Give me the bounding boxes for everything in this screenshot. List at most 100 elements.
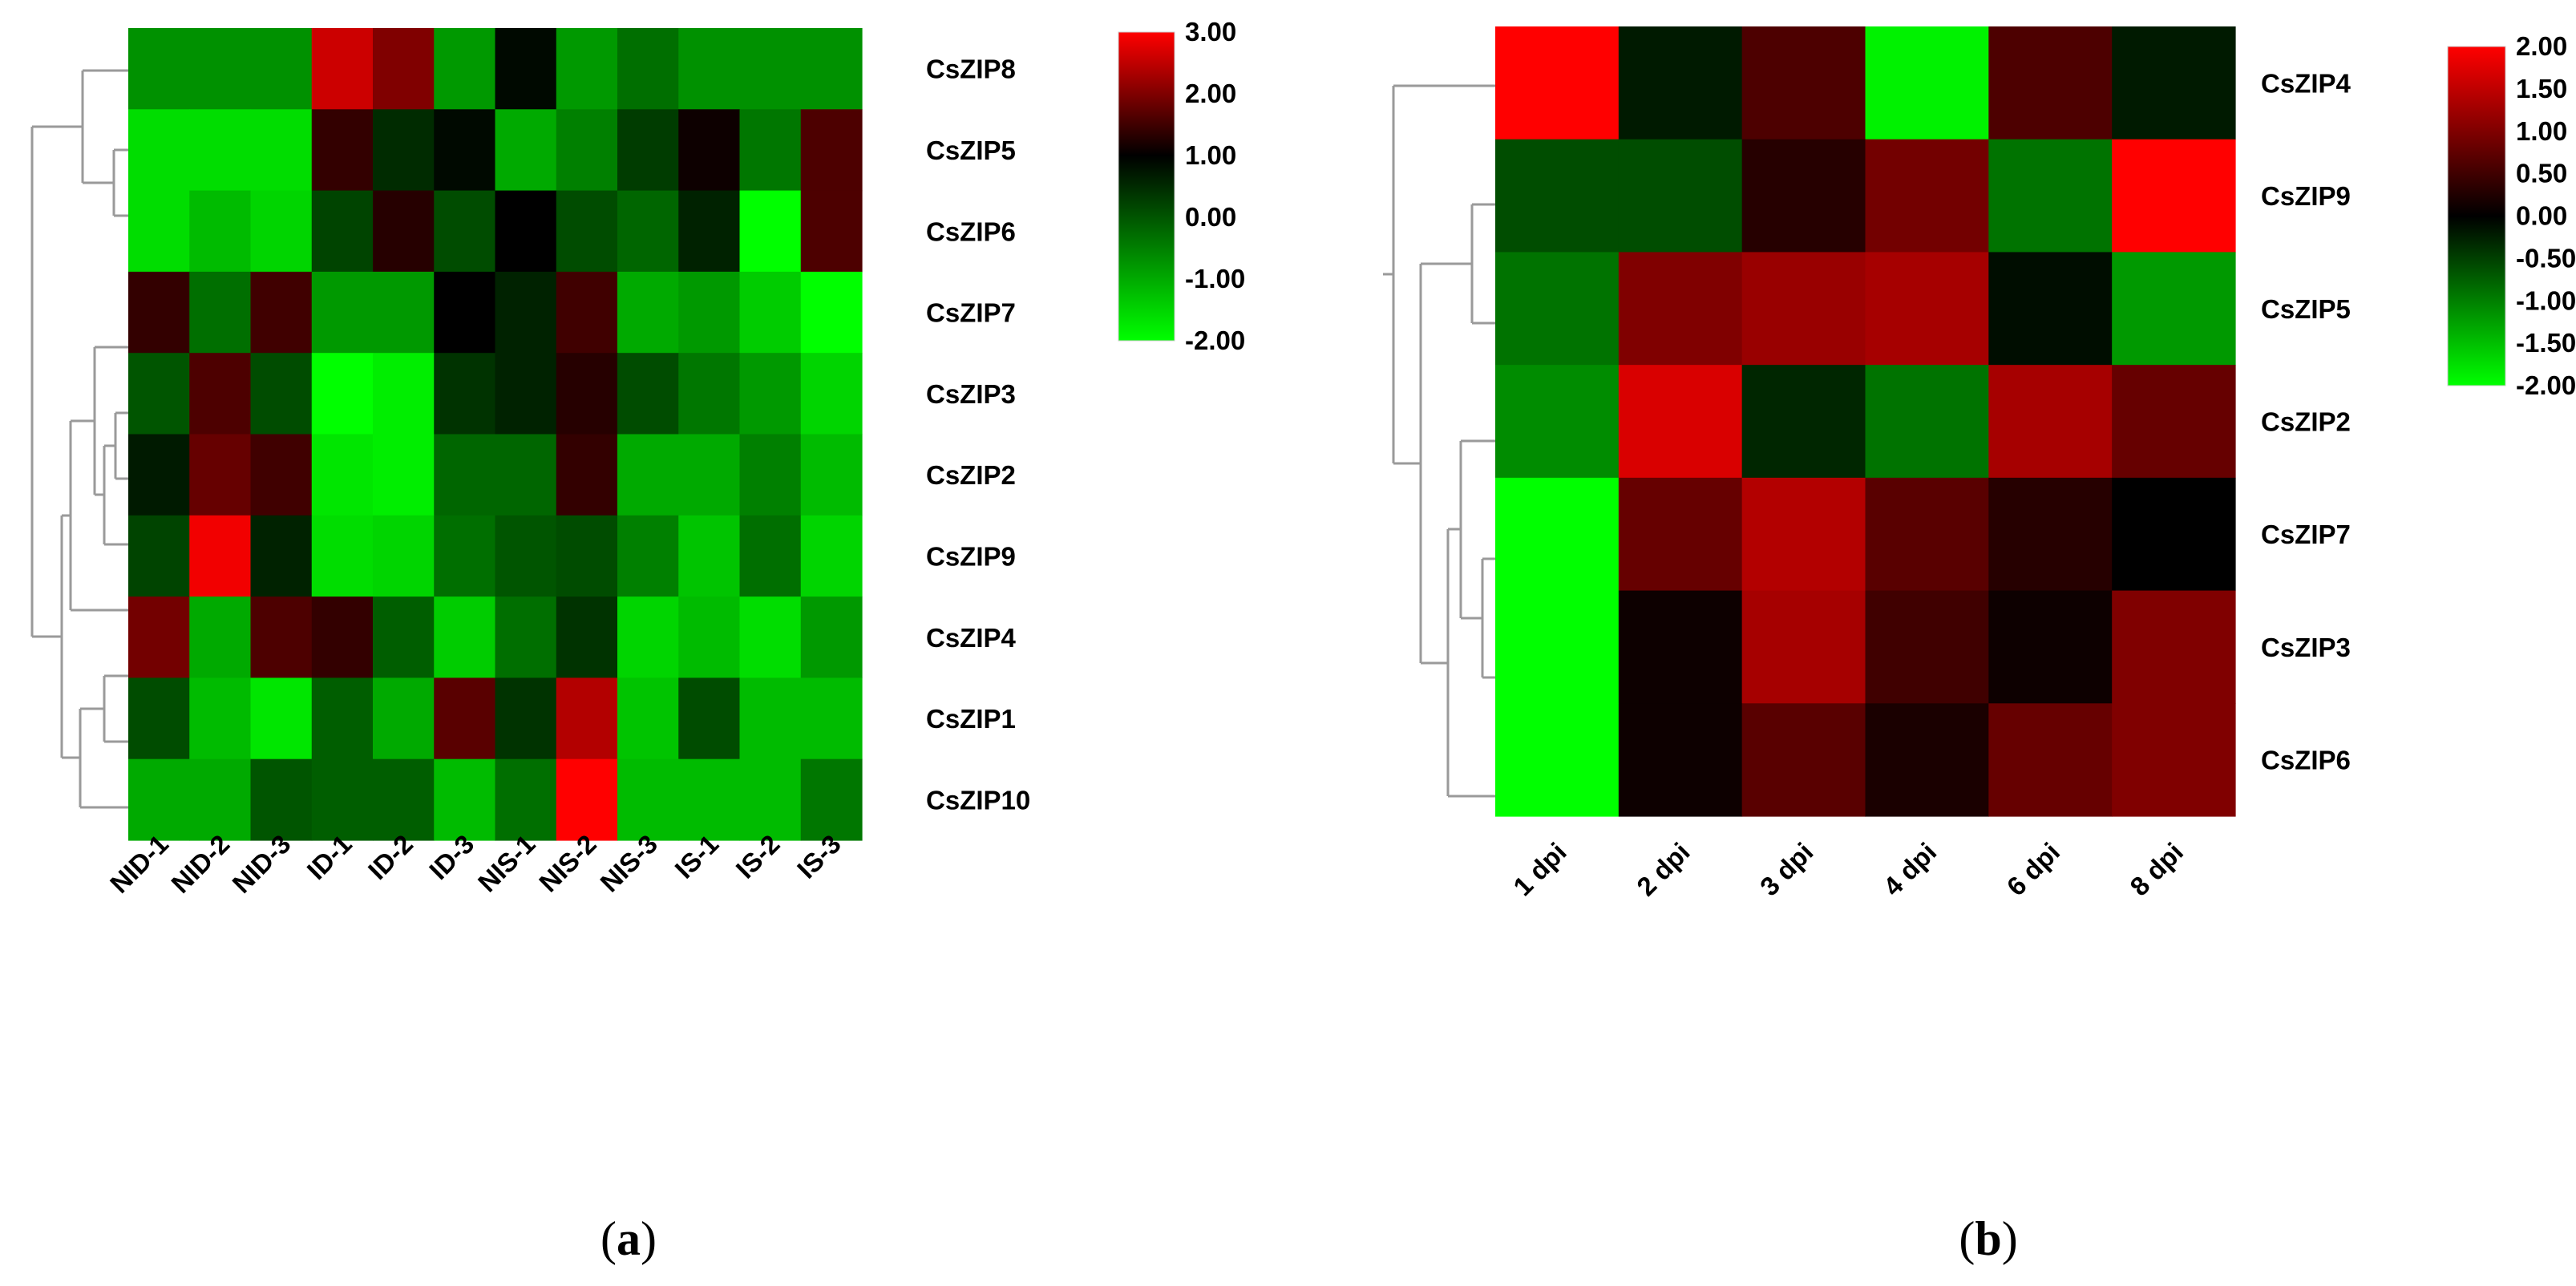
color-scale-tick-label: 2.00 — [2516, 31, 2567, 61]
heatmap-b-row-dendrogram — [1383, 84, 1495, 798]
heatmap-cell — [800, 515, 863, 597]
heatmap-cell — [1618, 590, 1743, 704]
color-scale-tick-label: 1.50 — [2516, 74, 2567, 103]
heatmap-cell — [373, 109, 435, 192]
caption-paren: ) — [641, 1212, 657, 1265]
dendrogram-branch — [1383, 84, 1495, 663]
heatmap-cell — [617, 515, 679, 597]
heatmap-cell — [556, 353, 618, 435]
heatmap-cell — [434, 28, 496, 110]
color-scale-tick-label: -1.50 — [2516, 328, 2576, 358]
row-label: CsZIP3 — [2261, 633, 2351, 662]
heatmap-cell — [800, 190, 863, 273]
heatmap-cell — [311, 353, 374, 435]
heatmap-cell — [1988, 252, 2113, 366]
heatmap-cell — [189, 515, 252, 597]
color-scale-tick-label: 0.00 — [1185, 202, 1236, 232]
heatmap-cell — [373, 596, 435, 678]
heatmap-cell — [250, 515, 313, 597]
color-scale-tick-label: 0.50 — [2516, 159, 2567, 188]
heatmap-a-cells — [128, 28, 863, 841]
heatmap-cell — [739, 677, 802, 760]
heatmap-cell — [250, 271, 313, 354]
heatmap-cell — [1618, 477, 1743, 592]
heatmap-cell — [1495, 590, 1620, 704]
heatmap-cell — [1741, 365, 1866, 479]
heatmap-cell — [739, 758, 802, 841]
caption-letter: a — [617, 1212, 641, 1265]
color-scale-tick-label: 1.00 — [1185, 140, 1236, 170]
heatmap-cell — [495, 271, 557, 354]
heatmap-cell — [1495, 139, 1620, 253]
row-label: CsZIP8 — [926, 55, 1016, 84]
color-scale-tick-label: 2.00 — [1185, 79, 1236, 108]
dendrogram-branch — [32, 69, 128, 217]
heatmap-a-row-labels: CsZIP8 CsZIP5 CsZIP6 CsZIP7 CsZIP3 CsZIP2 CsZI… — [926, 55, 1030, 815]
heatmap-cell — [434, 677, 496, 760]
heatmap-cell — [739, 353, 802, 435]
row-label: CsZIP2 — [926, 460, 1016, 490]
heatmap-cell — [800, 28, 863, 110]
heatmap-cell — [1618, 139, 1743, 253]
panel-a-caption: (a) — [601, 1212, 657, 1265]
heatmap-cell — [1741, 139, 1866, 253]
heatmap-cell — [250, 434, 313, 516]
row-label: CsZIP4 — [926, 623, 1017, 653]
heatmap-cell — [678, 271, 741, 354]
heatmap-cell — [1495, 365, 1620, 479]
heatmap-cell — [373, 353, 435, 435]
row-label: CsZIP6 — [926, 216, 1016, 246]
heatmap-cell — [1988, 139, 2113, 253]
row-label: CsZIP3 — [926, 379, 1016, 409]
heatmap-cell — [800, 434, 863, 516]
heatmap-cell — [495, 596, 557, 678]
heatmap-a-color-scale: 3.00 2.00 1.00 0.00 -1.00 -2.00 — [1118, 17, 1245, 355]
heatmap-cell — [128, 515, 190, 597]
row-label: CsZIP2 — [2261, 407, 2351, 437]
heatmap-cell — [311, 758, 374, 841]
heatmap-cell — [189, 353, 252, 435]
heatmap-cell — [1741, 477, 1866, 592]
heatmap-cell — [556, 677, 618, 760]
color-scale-tick-label: 0.00 — [2516, 201, 2567, 231]
heatmap-cell — [678, 434, 741, 516]
heatmap-cell — [1495, 252, 1620, 366]
heatmap-cell — [1988, 590, 2113, 704]
heatmap-cell — [1988, 703, 2113, 817]
heatmap-cell — [1741, 590, 1866, 704]
heatmap-cell — [434, 109, 496, 192]
row-label: CsZIP9 — [926, 541, 1016, 571]
dendrogram-branch — [62, 346, 128, 612]
row-label: CsZIP5 — [2261, 294, 2351, 324]
heatmap-cell — [495, 353, 557, 435]
heatmap-cell — [2112, 365, 2236, 479]
heatmap-cell — [800, 758, 863, 841]
heatmap-cell — [495, 677, 557, 760]
heatmap-cell — [678, 515, 741, 597]
heatmap-b-color-scale: 2.00 1.50 1.00 0.50 0.00 -0.50 -1.00 -1.50 -2.00 — [2447, 31, 2576, 400]
dendrogram-branch — [1421, 439, 1495, 798]
heatmap-cell — [1495, 703, 1620, 817]
color-scale-tick-label: 1.00 — [2516, 116, 2567, 146]
heatmap-cell — [739, 190, 802, 273]
heatmap-cell — [678, 758, 741, 841]
heatmap-cell — [739, 515, 802, 597]
heatmap-cell — [128, 677, 190, 760]
heatmap-cell — [556, 271, 618, 354]
heatmap-cell — [800, 109, 863, 192]
heatmap-cell — [250, 28, 313, 110]
heatmap-cell — [128, 28, 190, 110]
heatmap-cell — [1618, 26, 1743, 140]
heatmap-cell — [1618, 703, 1743, 817]
heatmap-cell — [128, 271, 190, 354]
heatmap-cell — [311, 677, 374, 760]
heatmap-cell — [678, 28, 741, 110]
color-scale-tick-label: -1.00 — [2516, 285, 2576, 315]
heatmap-cell — [495, 28, 557, 110]
heatmap-cell — [800, 353, 863, 435]
row-label: CsZIP4 — [2261, 68, 2352, 98]
heatmap-cell — [1741, 26, 1866, 140]
heatmap-cell — [373, 515, 435, 597]
heatmap-cell — [678, 677, 741, 760]
